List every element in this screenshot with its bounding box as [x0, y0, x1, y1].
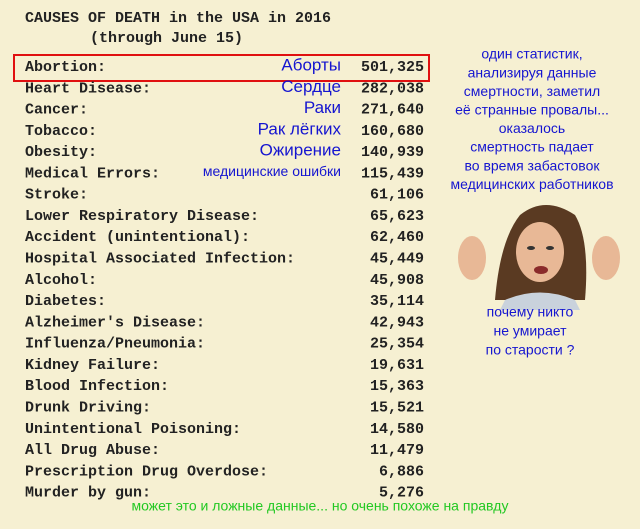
- cause: Unintentional Poisoning:: [25, 421, 241, 438]
- cause: Murder by gun:: [25, 485, 151, 502]
- cause: Obesity:: [25, 144, 97, 161]
- comment-line: один статистик,: [481, 46, 582, 62]
- count: 45,908: [370, 272, 424, 289]
- cause: Lower Respiratory Disease:: [25, 208, 259, 225]
- count: 6,886: [379, 463, 424, 480]
- count: 160,680: [361, 123, 424, 140]
- footer: может это и ложные данные... но очень по…: [132, 498, 509, 514]
- cause: Prescription Drug Overdose:: [25, 463, 268, 480]
- count: 140,939: [361, 144, 424, 161]
- count: 25,354: [370, 336, 424, 353]
- count: 14,580: [370, 421, 424, 438]
- annotation: Сердце: [281, 77, 341, 96]
- count: 35,114: [370, 293, 424, 310]
- cause: Cancer:: [25, 102, 88, 119]
- question-line: почему никто: [487, 304, 574, 320]
- cause: Stroke:: [25, 187, 88, 204]
- annotation: Рак лёгких: [258, 119, 342, 138]
- subtitle: (through June 15): [90, 30, 243, 47]
- count: 11,479: [370, 442, 424, 459]
- comment-line: медицинских работников: [450, 176, 613, 192]
- cause: Medical Errors:: [25, 165, 160, 182]
- cause: Accident (unintentional):: [25, 229, 250, 246]
- count: 19,631: [370, 357, 424, 374]
- count: 501,325: [361, 59, 424, 76]
- comment-line: смертности, заметил: [464, 83, 600, 99]
- cause: Heart Disease:: [25, 80, 151, 97]
- count: 115,439: [361, 165, 424, 182]
- cause: Alzheimer's Disease:: [25, 314, 205, 331]
- comment-line: анализируя данные: [468, 64, 597, 80]
- count: 5,276: [379, 485, 424, 502]
- comment-line: её странные провалы...: [455, 102, 609, 118]
- count: 45,449: [370, 251, 424, 268]
- comment-line: во время забастовок: [465, 157, 601, 173]
- title: CAUSES OF DEATH in the USA in 2016: [25, 10, 331, 27]
- count: 282,038: [361, 80, 424, 97]
- count: 42,943: [370, 314, 424, 331]
- count: 61,106: [370, 187, 424, 204]
- question-line: по старости ?: [486, 342, 575, 358]
- cause: All Drug Abuse:: [25, 442, 160, 459]
- cause: Influenza/Pneumonia:: [25, 336, 205, 353]
- count: 15,521: [370, 399, 424, 416]
- cause: Abortion:: [25, 59, 106, 76]
- count: 62,460: [370, 229, 424, 246]
- highlight-box: [13, 54, 430, 82]
- cause: Blood Infection:: [25, 378, 169, 395]
- cause: Hospital Associated Infection:: [25, 251, 295, 268]
- annotation: медицинские ошибки: [203, 163, 341, 179]
- cause: Tobacco:: [25, 123, 97, 140]
- annotation: Раки: [304, 98, 341, 117]
- count: 15,363: [370, 378, 424, 395]
- woman-picture: [458, 195, 620, 310]
- cause: Drunk Driving:: [25, 399, 151, 416]
- question-line: не умирает: [493, 323, 567, 339]
- cause: Alcohol:: [25, 272, 97, 289]
- comment-line: смертность падает: [470, 139, 594, 155]
- annotation: Аборты: [281, 55, 341, 74]
- annotation: Ожирение: [260, 141, 341, 160]
- cause: Kidney Failure:: [25, 357, 160, 374]
- count: 65,623: [370, 208, 424, 225]
- cause: Diabetes:: [25, 293, 106, 310]
- comment-line: оказалось: [499, 120, 565, 136]
- count: 271,640: [361, 102, 424, 119]
